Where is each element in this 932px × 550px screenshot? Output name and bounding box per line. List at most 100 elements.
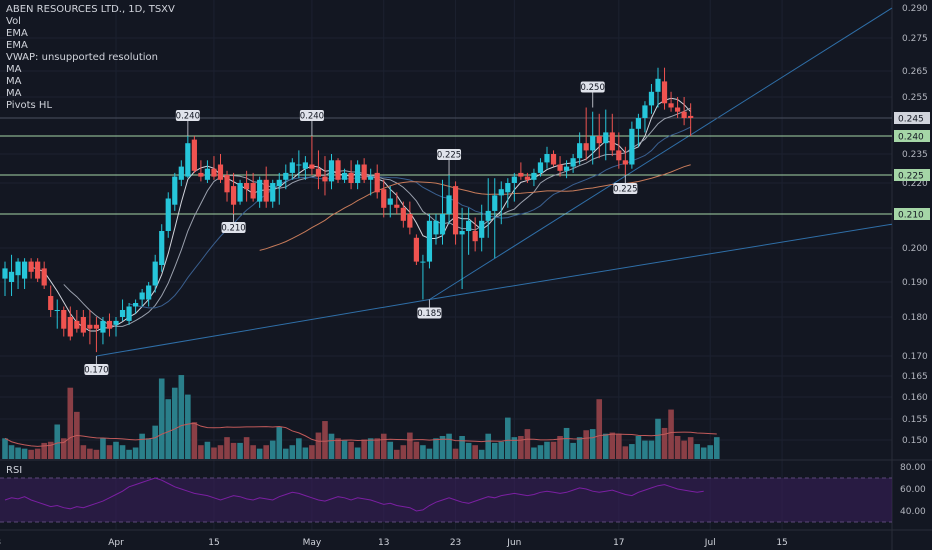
symbol-title[interactable]: ABEN RESOURCES LTD., 1D, TSXV bbox=[6, 4, 175, 15]
candle bbox=[61, 306, 67, 337]
candle bbox=[211, 156, 217, 180]
volume-bar bbox=[341, 440, 348, 459]
candle-body bbox=[224, 175, 230, 193]
candle bbox=[635, 113, 642, 147]
volume-bar bbox=[609, 432, 616, 459]
legend-item-ma-1[interactable]: MA bbox=[6, 64, 22, 75]
price-badge-label: 0.210 bbox=[898, 211, 924, 221]
legend-item-ema-1[interactable]: EMA bbox=[6, 28, 28, 39]
candle bbox=[230, 172, 237, 214]
volume-bar bbox=[537, 445, 544, 459]
candle bbox=[204, 160, 211, 183]
candle-body bbox=[296, 164, 302, 166]
volume-bar bbox=[165, 399, 172, 459]
candle-body bbox=[15, 261, 21, 276]
candle bbox=[655, 67, 661, 108]
candle bbox=[80, 310, 86, 337]
volume-bar bbox=[113, 441, 119, 459]
candle-body bbox=[276, 179, 282, 187]
volume-bar bbox=[224, 437, 230, 459]
candle-body bbox=[426, 220, 433, 262]
volume-bar bbox=[139, 433, 145, 459]
time-tick-label: Jul bbox=[704, 538, 716, 548]
candle bbox=[648, 84, 655, 114]
pivot-callout-label: 0.250 bbox=[581, 83, 605, 93]
candle-body bbox=[394, 204, 400, 208]
candle-body bbox=[172, 176, 178, 205]
volume-bar bbox=[557, 436, 563, 459]
candle-body bbox=[244, 183, 250, 190]
volume-bar bbox=[126, 449, 132, 459]
volume-bar bbox=[374, 438, 381, 459]
candle bbox=[8, 254, 15, 296]
volume-ma-line bbox=[4, 422, 717, 447]
candle bbox=[41, 261, 47, 289]
price-badge-bg bbox=[894, 169, 930, 181]
candle-body bbox=[642, 105, 648, 118]
candle-body bbox=[309, 164, 315, 169]
volume-bar bbox=[60, 438, 67, 459]
volume-bar bbox=[243, 437, 250, 459]
candle bbox=[54, 299, 60, 329]
candle-body bbox=[204, 168, 211, 180]
volume-bar bbox=[570, 442, 576, 459]
rsi-pane-label[interactable]: RSI bbox=[6, 465, 23, 476]
volume-bar bbox=[54, 424, 61, 459]
price-tick-label: 0.190 bbox=[902, 278, 928, 288]
candle-body bbox=[100, 320, 106, 333]
candle-body bbox=[668, 103, 674, 108]
pivot-callout-box bbox=[175, 110, 200, 121]
candle-body bbox=[21, 261, 28, 279]
price-tick-label: 0.235 bbox=[902, 150, 928, 160]
legend-item-ma-2[interactable]: MA bbox=[6, 76, 22, 87]
time-tick-label: Jun bbox=[506, 538, 521, 548]
pivot-callout-label: 0.185 bbox=[417, 309, 441, 319]
candle bbox=[250, 172, 256, 202]
candle bbox=[159, 224, 165, 272]
candle-body bbox=[446, 195, 452, 214]
legend-item-ma-3[interactable]: MA bbox=[6, 88, 22, 99]
candle-body bbox=[661, 81, 668, 104]
candle-body bbox=[67, 317, 73, 337]
candle-body bbox=[466, 220, 472, 231]
candle bbox=[322, 156, 328, 196]
price-badge-label: 0.240 bbox=[898, 133, 924, 143]
candle-body bbox=[341, 172, 348, 180]
volume-bar bbox=[426, 448, 433, 459]
candle-body bbox=[505, 183, 511, 193]
candle-body bbox=[48, 296, 54, 310]
candle bbox=[661, 67, 668, 110]
legend-item-ema-2[interactable]: EMA bbox=[6, 40, 28, 51]
legend-item-vol[interactable]: Vol bbox=[6, 16, 21, 27]
candle bbox=[485, 178, 491, 238]
candle bbox=[48, 285, 54, 317]
candle bbox=[394, 192, 400, 214]
candle bbox=[577, 132, 583, 165]
candle bbox=[603, 109, 609, 161]
candle-body bbox=[524, 176, 530, 180]
ma-mid-line bbox=[128, 126, 691, 309]
candle bbox=[668, 91, 674, 112]
legend-item-pivots[interactable]: Pivots HL bbox=[6, 100, 53, 111]
price-tick-label: 0.290 bbox=[902, 4, 928, 14]
candle-body bbox=[511, 176, 517, 183]
candle bbox=[505, 178, 511, 208]
pivot-callout: 0.185 bbox=[417, 299, 442, 319]
candle bbox=[224, 170, 230, 202]
legend-item-vwap[interactable]: VWAP: unsupported resolution bbox=[6, 52, 158, 63]
volume-bar bbox=[185, 394, 191, 459]
candle-body bbox=[374, 172, 380, 193]
price-badge-label: 0.225 bbox=[898, 172, 924, 182]
pivot-callout: 0.225 bbox=[613, 175, 638, 195]
price-tick-label: 0.180 bbox=[902, 313, 928, 323]
volume-bar bbox=[263, 445, 269, 459]
candle bbox=[452, 181, 459, 245]
volume-bar bbox=[655, 418, 661, 459]
candle bbox=[341, 168, 348, 183]
ema-fast-line bbox=[30, 97, 692, 332]
price-tick-label: 0.275 bbox=[902, 34, 928, 44]
volume-bar bbox=[622, 446, 629, 459]
candle bbox=[198, 160, 204, 182]
